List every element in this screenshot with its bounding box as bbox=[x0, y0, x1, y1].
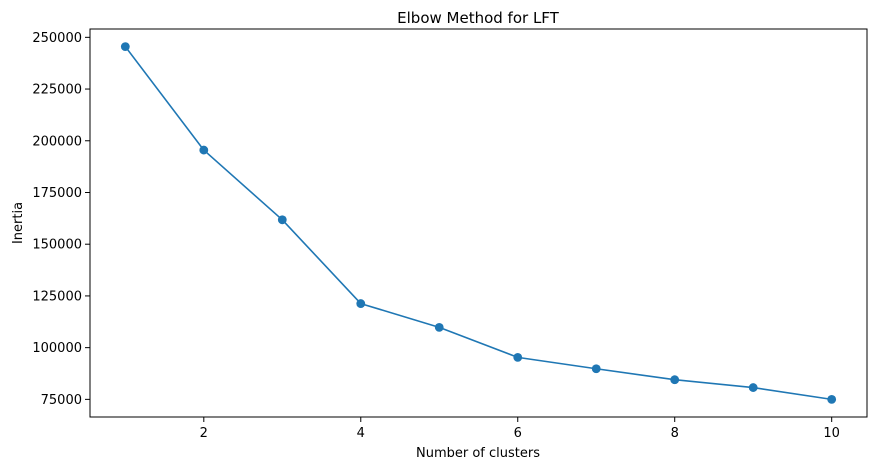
y-tick-label: 125000 bbox=[32, 289, 82, 304]
x-tick-label: 10 bbox=[823, 426, 840, 441]
y-tick-label: 150000 bbox=[32, 238, 82, 253]
inertia-series-line bbox=[124, 45, 833, 401]
x-tick-label: 2 bbox=[200, 426, 208, 441]
data-point-marker bbox=[199, 145, 209, 155]
y-tick-label: 100000 bbox=[32, 341, 82, 356]
y-tick-label: 75000 bbox=[41, 393, 82, 408]
data-point-marker bbox=[591, 364, 601, 374]
y-tick-label: 200000 bbox=[32, 134, 82, 149]
x-tick-label: 6 bbox=[514, 426, 522, 441]
data-point-marker bbox=[670, 375, 680, 385]
y-tick-label: 175000 bbox=[32, 186, 82, 201]
data-point-marker bbox=[748, 383, 758, 392]
data-point-marker bbox=[827, 394, 837, 404]
data-point-marker bbox=[277, 215, 287, 225]
x-tick-label: 4 bbox=[357, 426, 365, 441]
data-point-marker bbox=[513, 352, 523, 362]
y-axis-ticks: 75000 100000 125000 150000 175000 200000 22500… bbox=[32, 31, 90, 408]
chart-title: Elbow Method for LFT bbox=[397, 9, 560, 27]
y-tick-label: 250000 bbox=[32, 31, 82, 46]
data-point-marker bbox=[434, 322, 444, 332]
y-tick-label: 225000 bbox=[32, 83, 82, 98]
x-tick-label: 8 bbox=[671, 426, 679, 441]
data-point-marker bbox=[120, 42, 130, 52]
series-layer bbox=[120, 42, 837, 404]
data-point-marker bbox=[356, 299, 366, 308]
x-axis-label: Number of clusters bbox=[416, 446, 540, 461]
y-axis-label: Inertia bbox=[11, 202, 26, 244]
x-axis-ticks: 2 4 6 8 10 bbox=[200, 417, 840, 441]
plot-area-frame bbox=[89, 28, 868, 418]
